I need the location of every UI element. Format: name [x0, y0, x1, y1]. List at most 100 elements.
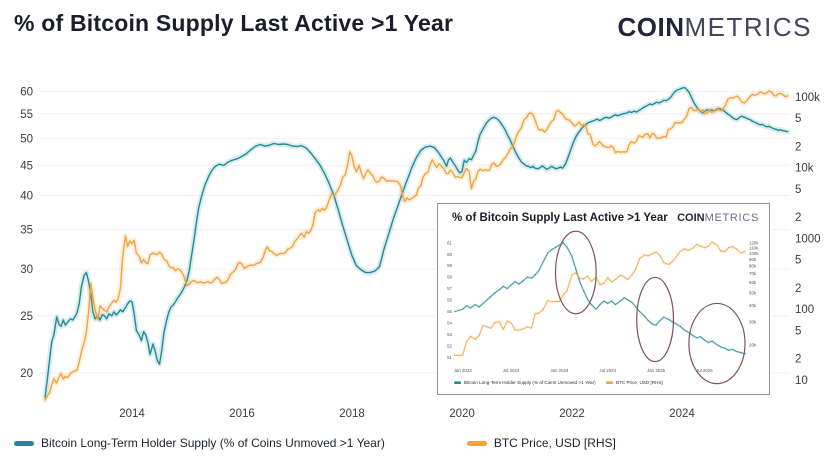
axis-tick-label: 53 — [447, 332, 452, 337]
price-swatch — [466, 440, 487, 446]
inset-marker — [659, 320, 661, 322]
inset-marker — [614, 278, 617, 280]
axis-tick-label: Jul 2025 — [696, 368, 713, 373]
axis-tick-label: 2018 — [339, 408, 365, 420]
inset-marker — [659, 254, 661, 256]
inset-marker — [526, 326, 529, 328]
inset-marker — [639, 310, 641, 313]
inset-marker — [474, 338, 476, 340]
inset-marker — [486, 299, 488, 301]
inset-marker — [699, 245, 702, 247]
inset-marker — [703, 339, 705, 341]
axis-tick-label: 110k — [749, 245, 759, 250]
inset-marker — [558, 244, 560, 246]
legend-item-supply: Bitcoin Long-Term Holder Supply (% of Co… — [14, 436, 385, 450]
inset-marker — [699, 336, 702, 338]
legend: Bitcoin Long-Term Holder Supply (% of Co… — [14, 436, 616, 450]
inset-marker — [635, 268, 637, 270]
axis-tick-label: BTC Price, USD [RHS] — [616, 380, 663, 385]
axis-tick-label: 2 — [795, 283, 801, 295]
supply-legend-label: Bitcoin Long-Term Holder Supply (% of Co… — [41, 436, 385, 450]
inset-marker — [575, 272, 577, 274]
inset-supply-line — [454, 242, 746, 355]
inset-marker — [494, 292, 496, 294]
inset-marker — [579, 281, 581, 283]
supply-swatch — [14, 440, 34, 446]
axis-tick-label: 57 — [447, 286, 452, 291]
inset-marker — [469, 307, 472, 309]
inset-price-swatch — [606, 381, 613, 384]
inset-marker — [607, 277, 609, 279]
inset-marker — [538, 312, 540, 314]
axis-tick-label: 52 — [447, 343, 452, 348]
inset-marker — [469, 335, 472, 337]
inset-marker — [494, 322, 496, 324]
inset-marker — [675, 323, 677, 325]
inset-marker — [583, 290, 585, 292]
axis-tick-label: 56 — [447, 298, 452, 303]
inset-marker — [703, 247, 705, 249]
axis-tick-label: 80k — [749, 264, 757, 269]
inset-marker — [647, 255, 649, 257]
axis-tick-label: Jul 2024 — [599, 368, 616, 373]
inset-marker — [462, 308, 464, 310]
inset-marker — [490, 327, 492, 329]
inset-marker — [542, 261, 544, 263]
inset-marker — [478, 335, 480, 337]
inset-marker — [671, 260, 674, 263]
axis-tick-label: 1000 — [795, 233, 821, 245]
inset-marker — [623, 297, 625, 299]
inset-marker — [679, 325, 681, 327]
inset-marker — [655, 324, 657, 326]
axis-tick-label: 2020 — [449, 408, 475, 420]
axis-tick-label: 20 — [20, 368, 33, 380]
inset-marker — [663, 316, 665, 318]
inset-marker — [518, 283, 520, 285]
inset-marker — [631, 301, 633, 303]
inset-marker — [623, 276, 625, 278]
legend-item-price: BTC Price, USD [RHS] — [466, 436, 616, 450]
page-title: % of Bitcoin Supply Last Active >1 Year — [14, 10, 454, 36]
inset-marker — [595, 308, 597, 310]
inset-marker — [506, 287, 508, 290]
inset-marker — [538, 269, 540, 271]
axis-tick-label: Jul 2023 — [503, 368, 520, 373]
axis-tick-label: 60k — [749, 280, 757, 285]
inset-marker — [619, 274, 621, 276]
logo-coin: COIN — [617, 12, 685, 42]
inset-marker — [655, 251, 657, 253]
inset-marker — [668, 263, 670, 266]
axis-tick-label: 5 — [795, 113, 801, 125]
inset-marker — [566, 246, 568, 248]
inset-marker — [478, 306, 480, 308]
axis-tick-label: 100 — [795, 304, 814, 316]
inset-marker — [728, 247, 730, 249]
axis-tick-label: 20k — [749, 343, 757, 348]
axis-tick-label: 70k — [749, 271, 757, 276]
inset-marker — [523, 279, 525, 282]
inset-marker — [474, 304, 476, 306]
inset-marker — [551, 249, 553, 251]
supply-line — [44, 86, 789, 398]
axis-tick-label: 50 — [20, 133, 33, 145]
axis-tick-label: 55 — [20, 109, 33, 121]
inset-marker — [486, 326, 488, 328]
axis-tick-label: 10 — [795, 375, 808, 387]
axis-tick-label: 2 — [795, 212, 801, 224]
inset-marker — [498, 289, 501, 291]
inset-marker — [707, 245, 709, 247]
inset-marker — [683, 248, 685, 250]
inset-marker — [692, 334, 694, 337]
inset-marker — [635, 306, 637, 308]
axis-tick-label: 2024 — [669, 408, 695, 420]
axis-tick-label: 5 — [795, 255, 801, 267]
inset-marker — [571, 255, 573, 258]
inset-marker — [619, 300, 621, 302]
inset-marker — [627, 278, 629, 280]
axis-tick-label: 2022 — [559, 408, 585, 420]
inset-marker — [506, 320, 508, 322]
inset-marker — [651, 323, 653, 325]
inset-marker — [530, 277, 532, 279]
inset-marker — [510, 284, 512, 286]
